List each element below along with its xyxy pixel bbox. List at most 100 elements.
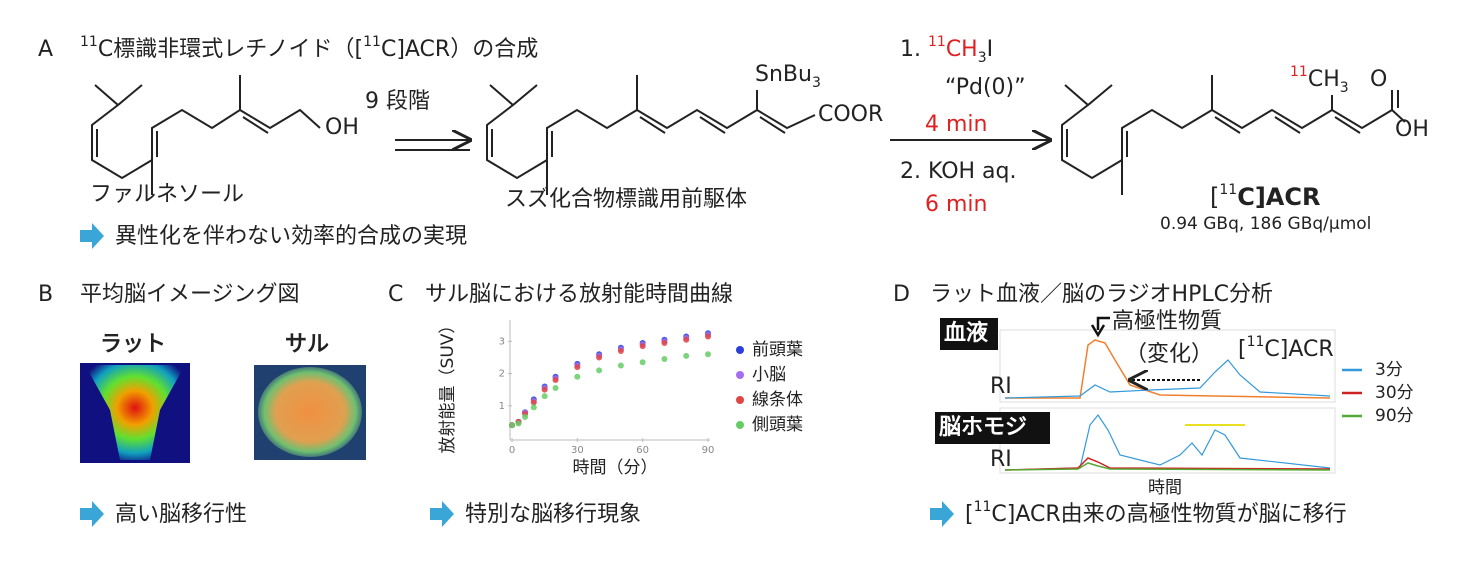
trace xyxy=(1004,462,1331,471)
conclusion: [11C]ACR由来の高極性物質が脳に移行 xyxy=(965,499,1347,527)
x-tick-label: 60 xyxy=(636,445,649,456)
reagent: 1. 11CH3I xyxy=(900,34,993,66)
y-tick-label: 2 xyxy=(499,369,505,380)
axis-label: RI xyxy=(990,447,1012,472)
data-point xyxy=(541,386,548,393)
legend-label: 小脳 xyxy=(752,365,786,385)
product-info: 0.94 GBq, 186 GBq/μmol xyxy=(1160,214,1371,234)
reaction-time: 6 min xyxy=(925,192,987,217)
panel-letter: C xyxy=(388,282,403,307)
data-point xyxy=(639,343,646,350)
data-point xyxy=(574,373,581,380)
hydroxyl: OH xyxy=(1395,117,1429,142)
legend-label: 90分 xyxy=(1375,406,1414,426)
sample-label: 血液 xyxy=(944,320,988,346)
panel-letter: A xyxy=(38,37,53,62)
labeled-methyl: 11CH3 xyxy=(1290,64,1349,96)
legend-label: 線条体 xyxy=(752,390,803,410)
farnesol-structure xyxy=(91,75,321,195)
x-tick-label: 90 xyxy=(702,445,715,456)
label-box xyxy=(940,318,998,350)
data-point xyxy=(515,420,522,427)
x-axis-label: 時間（分） xyxy=(573,458,658,478)
legend-label: 3分 xyxy=(1375,360,1403,380)
bullet-arrow xyxy=(430,501,454,527)
data-point xyxy=(661,339,668,346)
axis-label: RI xyxy=(990,374,1012,399)
chromatogram-frame xyxy=(999,329,1336,403)
trace xyxy=(1004,413,1331,471)
pointer xyxy=(1090,316,1110,338)
legend: 3分 30分 90分 xyxy=(1342,360,1414,426)
conclusion: 特別な脳移行現象 xyxy=(465,502,641,527)
legend-label: 側頭葉 xyxy=(752,415,803,435)
panel-letter: D xyxy=(893,282,910,307)
data-point xyxy=(530,404,537,411)
data-point xyxy=(705,351,711,358)
data-point xyxy=(617,362,624,369)
data-point xyxy=(683,352,690,359)
legend-marker xyxy=(736,371,744,379)
annotation: [11C]ACR xyxy=(1238,334,1334,362)
product-label: [11C]ACR xyxy=(1210,182,1320,211)
reaction-time: 4 min xyxy=(925,112,987,137)
data-point xyxy=(522,414,529,421)
annotation: 高極性物質 xyxy=(1112,309,1222,334)
compound-label: ファルネソール xyxy=(90,182,244,207)
panel-title: 11C標識非環式レチノイド（[11C]ACR）の合成 xyxy=(80,34,538,62)
data-point xyxy=(574,364,581,371)
x-tick-label: 0 xyxy=(509,445,515,456)
reagent: “Pd(0)” xyxy=(945,75,1026,100)
image-label: ラット xyxy=(100,332,166,357)
panel-letter: B xyxy=(38,282,53,307)
data-point xyxy=(530,399,537,406)
compound-label: スズ化合物標識用前駆体 xyxy=(505,187,747,212)
x-axis-label: 時間 xyxy=(1148,478,1182,498)
data-point xyxy=(509,422,515,429)
trace xyxy=(1004,457,1331,471)
y-axis-label: 放射能量（SUV） xyxy=(438,317,458,454)
image-label: サル xyxy=(285,332,329,357)
data-point xyxy=(661,356,668,363)
panel-title: 平均脳イメージング図 xyxy=(80,282,300,307)
x-tick-label: 30 xyxy=(571,445,584,456)
legend-marker xyxy=(736,346,744,354)
legend-marker xyxy=(736,421,744,429)
trace xyxy=(1004,359,1331,399)
sample-label: 脳ホモジ xyxy=(939,415,1027,440)
data-point xyxy=(596,354,603,361)
legend-label: 前頭葉 xyxy=(752,340,803,360)
data-point xyxy=(552,377,559,383)
hydroxyl: OH xyxy=(325,115,359,140)
annotation: （変化） xyxy=(1125,342,1213,367)
ester: COOR xyxy=(818,102,883,127)
conclusion: 異性化を伴わない効率的合成の実現 xyxy=(115,224,467,249)
legend-label: 30分 xyxy=(1375,383,1414,403)
reagent: 2. KOH aq. xyxy=(900,159,1017,184)
y-tick-label: 3 xyxy=(499,336,505,347)
panel-title: ラット血液／脳のラジオHPLC分析 xyxy=(930,282,1273,307)
precursor-structure xyxy=(486,75,816,195)
data-point xyxy=(617,348,624,354)
stannyl: SnBu3 xyxy=(755,62,821,91)
trace xyxy=(1005,339,1331,399)
bullet-arrow xyxy=(80,501,104,527)
data-point xyxy=(683,336,690,343)
y-tick-label: 1 xyxy=(499,401,505,412)
bullet-arrow xyxy=(80,223,104,249)
data-point xyxy=(596,367,603,374)
conclusion: 高い脳移行性 xyxy=(115,502,247,527)
panel-title: サル脳における放射能時間曲線 xyxy=(425,282,733,307)
data-point xyxy=(552,385,559,392)
monkey-brain xyxy=(258,367,362,457)
step-label: 9 段階 xyxy=(365,89,430,114)
product-structure xyxy=(1061,75,1406,195)
oxygen: O xyxy=(1370,67,1387,92)
legend-marker xyxy=(736,396,744,404)
data-point xyxy=(705,333,711,340)
data-point xyxy=(639,359,646,366)
rat-brain xyxy=(85,365,185,460)
data-point xyxy=(541,393,548,400)
